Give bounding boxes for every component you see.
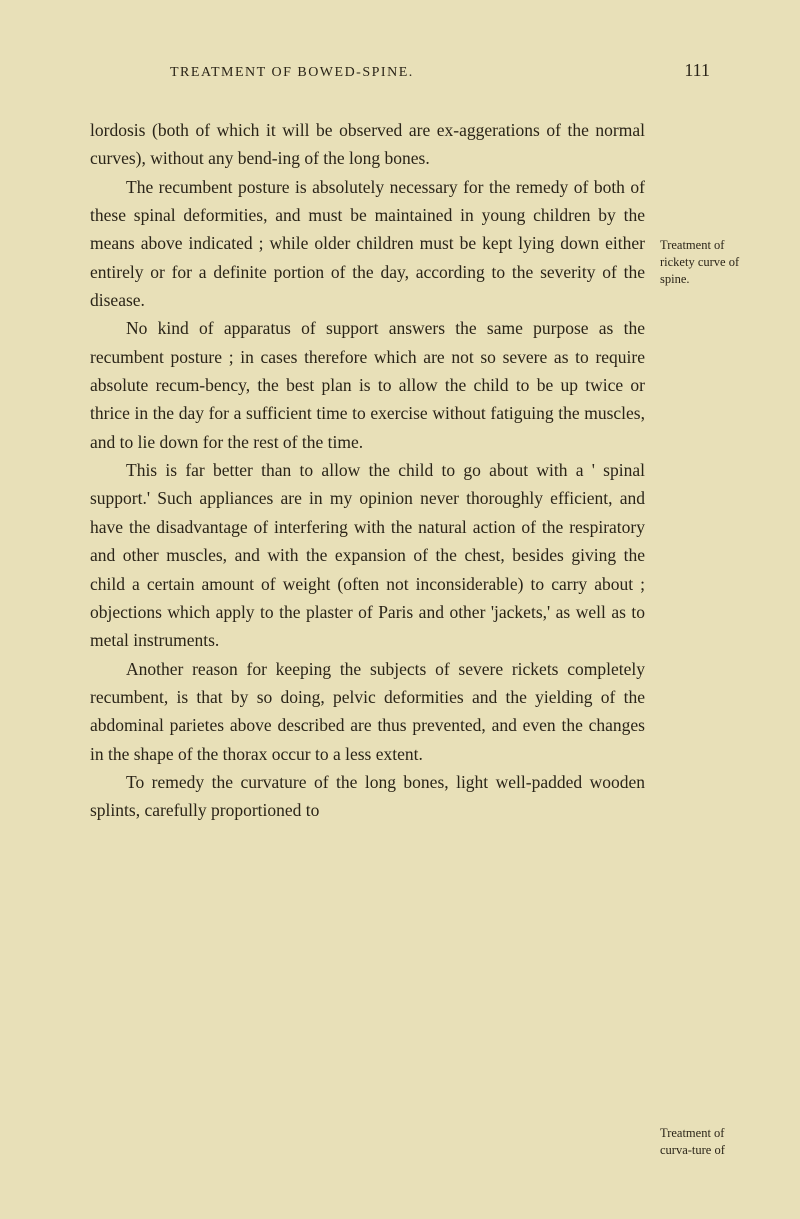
- margin-note-treatment-spine: Treatment of rickety curve of spine.: [660, 237, 750, 288]
- page-number: 111: [684, 60, 710, 81]
- paragraph-1: lordosis (both of which it will be obser…: [90, 116, 750, 173]
- paragraph-4: This is far better than to allow the chi…: [90, 456, 750, 654]
- paragraph-5: Another reason for keeping the subjects …: [90, 655, 750, 768]
- page-content: Treatment of rickety curve of spine. Tre…: [90, 116, 750, 825]
- page-header: TREATMENT OF BOWED-SPINE. 111: [90, 60, 750, 81]
- header-title: TREATMENT OF BOWED-SPINE.: [170, 65, 414, 81]
- paragraph-6: To remedy the curvature of the long bone…: [90, 768, 750, 825]
- paragraph-3: No kind of apparatus of support answers …: [90, 314, 750, 456]
- paragraph-2: The recumbent posture is absolutely nece…: [90, 173, 750, 315]
- margin-note-treatment-curvature: Treatment of curva-ture of: [660, 1125, 750, 1159]
